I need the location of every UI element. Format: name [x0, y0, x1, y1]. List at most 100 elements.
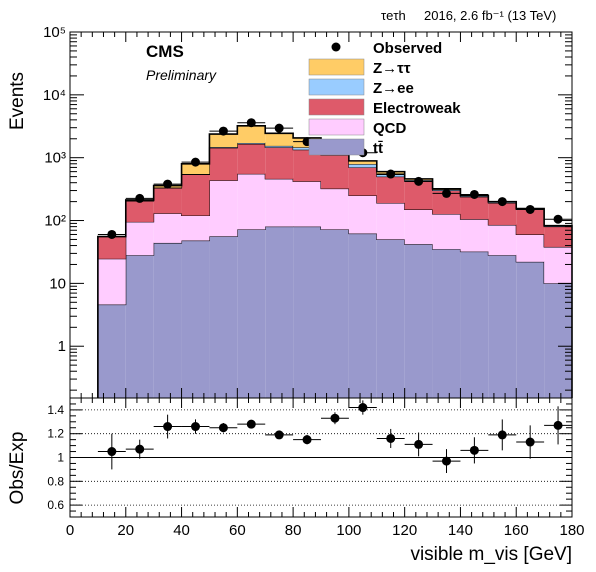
- ratio-point: [163, 422, 173, 432]
- stack-bar: [348, 164, 377, 168]
- stack-bar: [265, 147, 294, 179]
- stack-bar: [265, 133, 294, 146]
- stack-bar: [432, 214, 461, 250]
- lumi-label: 2016, 2.6 fb⁻¹ (13 TeV): [424, 8, 556, 23]
- ratio-point: [358, 403, 368, 413]
- stack-bar: [153, 187, 182, 214]
- ratio-point: [442, 456, 451, 466]
- stack-bar: [516, 234, 545, 262]
- stack-bar: [97, 258, 126, 305]
- stack-bar: [348, 160, 377, 165]
- ratio-y-tick-label: 0.6: [47, 498, 64, 512]
- observed-point: [107, 229, 117, 239]
- stack-bar: [432, 249, 461, 398]
- stack-bar: [321, 155, 349, 189]
- ratio-point: [525, 437, 535, 447]
- stack-bar: [348, 167, 377, 196]
- stack-bar: [488, 203, 517, 225]
- legend-label: Z→ττ: [373, 60, 411, 77]
- x-tick-label: 40: [173, 522, 190, 539]
- observed-point: [553, 214, 563, 224]
- observed-point: [386, 169, 396, 179]
- stack-bar: [460, 219, 489, 252]
- stack-bar: [376, 203, 405, 240]
- stack-bar: [209, 147, 238, 181]
- stack-bar: [237, 229, 266, 398]
- x-tick-label: 60: [229, 522, 246, 539]
- stack-bar: [293, 181, 321, 227]
- legend-swatch: [308, 138, 365, 156]
- ratio-point: [135, 444, 145, 454]
- observed-point: [274, 123, 284, 133]
- ratio-y-tick-label: 1: [57, 451, 64, 465]
- y-tick-label: 10⁴: [43, 87, 66, 104]
- legend: Observed Z→ττ Z→ee Electroweak QCD tt̄: [308, 40, 461, 157]
- ratio-point: [553, 420, 563, 430]
- ratio-point: [191, 422, 200, 432]
- ratio-point: [414, 439, 424, 449]
- stack-bar: [265, 226, 294, 398]
- stack-bar: [237, 143, 266, 174]
- y-tick-label: 1: [58, 338, 66, 355]
- stack-bar: [181, 240, 210, 398]
- stack-bar: [237, 173, 266, 230]
- stack-bar: [544, 226, 572, 247]
- stack-bar: [265, 145, 294, 148]
- ratio-point: [302, 435, 312, 445]
- ratio-point: [497, 430, 507, 440]
- stack-bar: [488, 255, 517, 398]
- x-tick-label: 140: [448, 522, 473, 539]
- observed-point: [135, 193, 145, 203]
- stack-bar: [181, 163, 210, 175]
- ratio-y-tick-label: 0.8: [47, 474, 64, 488]
- stack-bar: [97, 236, 126, 259]
- stack-bar: [321, 229, 349, 398]
- stack-bar: [293, 226, 321, 398]
- x-tick-label: 80: [285, 522, 302, 539]
- observed-point: [497, 197, 507, 207]
- ratio-point: [246, 419, 256, 429]
- stack-bar: [404, 181, 433, 210]
- preliminary-label: Preliminary: [146, 67, 217, 83]
- observed-point: [218, 126, 228, 136]
- legend-swatch: [308, 98, 365, 116]
- stack-bar: [348, 233, 377, 398]
- ratio-point: [469, 445, 479, 455]
- stack-bar: [153, 213, 182, 243]
- x-tick-label: 0: [66, 522, 74, 539]
- ratio-point: [218, 423, 228, 433]
- legend-swatch: [308, 78, 365, 96]
- x-axis-title: visible m_vis [GeV]: [410, 544, 572, 565]
- observed-point: [442, 188, 451, 198]
- observed-point: [469, 189, 479, 199]
- stack-bar: [376, 176, 405, 204]
- stack-bar: [404, 244, 433, 398]
- cms-label: CMS: [146, 42, 184, 61]
- stack-bar: [181, 174, 210, 216]
- observed-point: [525, 204, 535, 214]
- stack-bar: [404, 209, 433, 245]
- legend-marker-observed: [331, 42, 341, 52]
- y-tick-label: 10²: [44, 213, 66, 230]
- stack-bar: [432, 190, 461, 215]
- observed-point: [246, 118, 256, 128]
- stack-bar: [544, 283, 572, 398]
- stack-bar: [376, 239, 405, 398]
- observed-point: [191, 157, 200, 167]
- legend-label: Z→ee: [373, 80, 414, 97]
- legend-label: tt̄: [373, 140, 383, 157]
- stack-bar: [209, 180, 238, 237]
- legend-swatch: [308, 118, 365, 136]
- stack-bar: [237, 125, 266, 144]
- ratio-frame: [69, 397, 573, 518]
- stack-bar: [293, 147, 321, 150]
- observed-point: [414, 176, 424, 186]
- stack-bar: [209, 134, 238, 148]
- x-tick-label: 20: [117, 522, 134, 539]
- x-tick-label: 180: [559, 522, 584, 539]
- ratio-point: [274, 430, 284, 440]
- ratio-point: [386, 433, 396, 443]
- legend-swatch: [308, 58, 365, 76]
- stack-bar: [516, 261, 545, 398]
